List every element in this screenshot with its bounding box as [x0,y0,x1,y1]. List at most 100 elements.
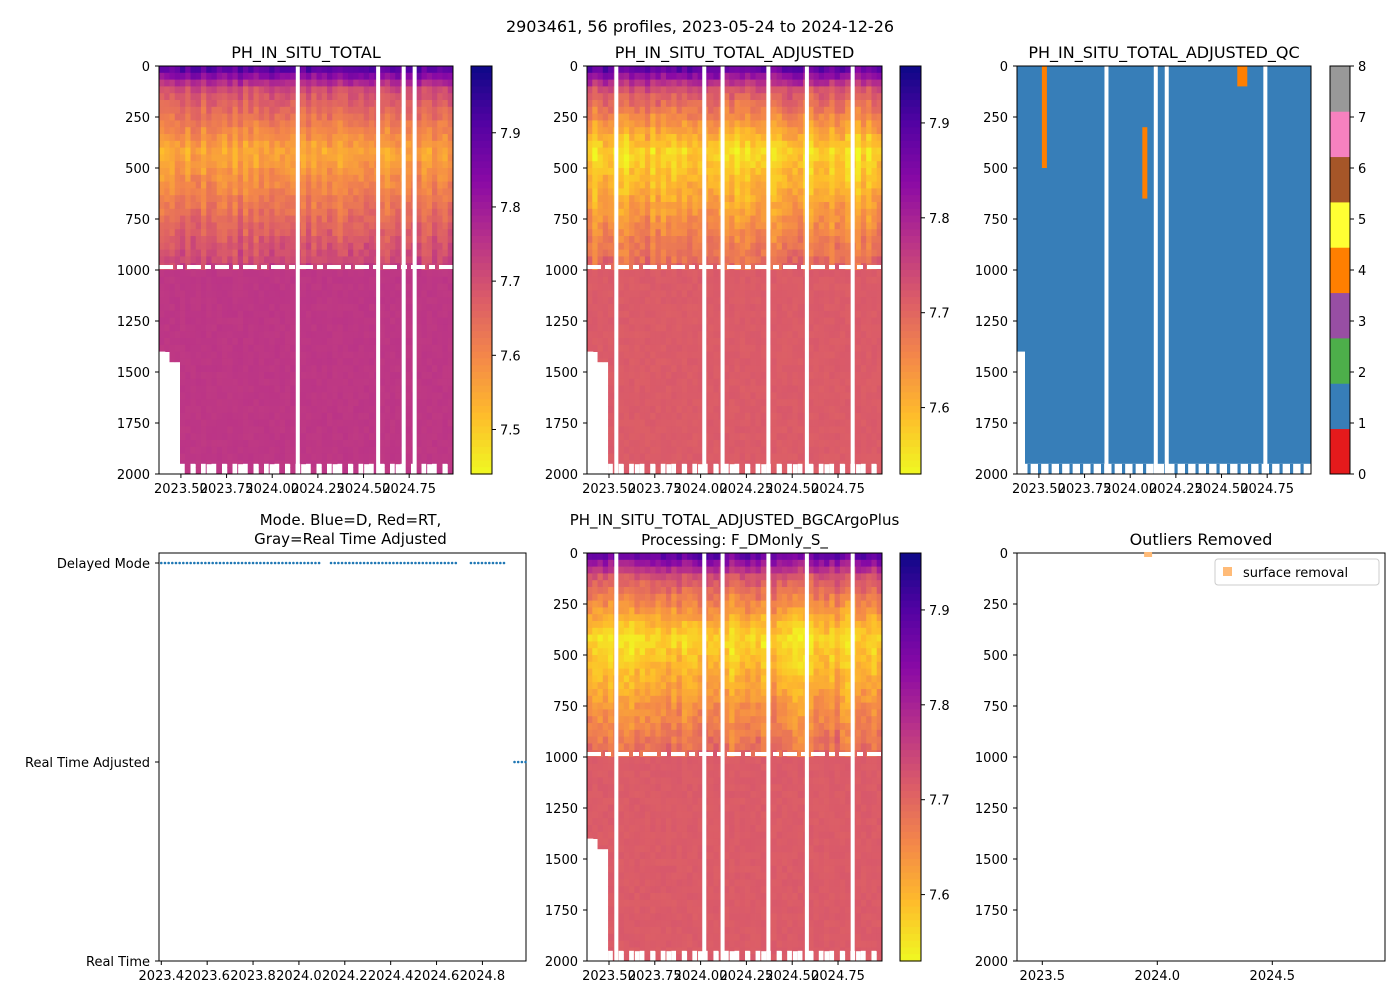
heatmap-cell [655,242,662,250]
heatmap-cell [650,406,656,414]
heatmap-cell [227,310,233,318]
heatmap-cell [206,276,212,284]
heatmap-cell [363,181,370,189]
heatmap-cell [258,412,265,420]
heatmap-cell [159,344,165,352]
heatmap-cell [432,113,438,121]
heatmap-cell [650,86,656,94]
heatmap-cell [405,134,412,142]
heatmap-cell [592,215,598,223]
heatmap-cell [253,310,260,318]
heatmap-cell [729,297,735,305]
heatmap-cell [390,113,396,121]
heatmap-cell [321,426,328,434]
heatmap-cell [227,446,233,454]
heatmap-cell [358,338,365,346]
heatmap-cell [222,324,228,332]
heatmap-cell [379,256,386,264]
heatmap-cell [666,378,672,386]
heatmap-cell [379,317,386,325]
heatmap-cell [697,378,704,386]
heatmap-cell [300,276,307,284]
heatmap-cell [300,174,307,182]
heatmap-cell [274,113,281,121]
heatmap-cell [243,66,249,74]
heatmap-cell [713,399,720,407]
heatmap-cell [321,79,328,87]
heatmap-cell [206,202,212,210]
heatmap-cell [195,338,202,346]
heatmap-cell [379,120,386,128]
heatmap-cell [644,304,651,312]
heatmap-cell [713,256,720,264]
heatmap-cell [222,358,228,366]
heatmap-cell [432,372,438,380]
heatmap-cell [697,106,704,114]
heatmap-cell [180,399,186,407]
heatmap-cell [426,229,433,237]
colorbar-segment [471,283,492,291]
heatmap-cell [232,365,239,373]
heatmap-cell [447,72,454,80]
heatmap-cell [274,236,281,244]
heatmap-cell [416,208,422,216]
heatmap-cell [723,283,730,291]
heatmap-cell [442,66,449,74]
heatmap-cell [432,188,438,196]
heatmap-cell [692,406,699,414]
heatmap-cell [358,433,365,441]
heatmap-cell [185,188,191,196]
heatmap-cell [279,93,286,101]
heatmap-cell [692,283,699,291]
heatmap-cell [185,310,191,318]
heatmap-cell [201,331,207,339]
heatmap-cell [264,79,270,87]
heatmap-cell [708,365,714,373]
heatmap-cell [216,453,223,461]
heatmap-cell [676,378,683,386]
heatmap-cell [206,324,212,332]
heatmap-cell [442,297,449,305]
heatmap-cell [644,399,651,407]
heatmap-cell [442,426,449,434]
heatmap-cell [243,372,249,380]
heatmap-cell [602,276,609,284]
heatmap-cell [327,242,333,250]
heatmap-cell [216,460,223,468]
heatmap-cell [300,392,307,400]
heatmap-cell [644,72,651,80]
heatmap-cell [253,256,260,264]
heatmap-cell [164,168,170,176]
heatmap-cell [432,440,438,448]
heatmap-cell [180,378,186,386]
heatmap-cell [447,154,454,162]
heatmap-cell [602,344,609,352]
heatmap-cell [671,134,677,142]
heatmap-cell [285,365,291,373]
heatmap-cell [639,147,646,155]
heatmap-cell [211,168,218,176]
heatmap-cell [327,113,333,121]
heatmap-cell [708,270,714,278]
heatmap-cell [327,385,333,393]
heatmap-cell [337,283,344,291]
heatmap-cell [164,338,170,346]
heatmap-cell [316,222,323,230]
heatmap-cell [650,195,656,203]
heatmap-cell [190,236,197,244]
heatmap-cell [285,406,291,414]
heatmap-cell [723,161,730,169]
heatmap-cell [634,256,641,264]
heatmap-cell [232,419,239,427]
heatmap-cell [348,460,354,465]
heatmap-cell [666,440,672,448]
heatmap-cell [634,378,641,386]
heatmap-cell [348,134,354,142]
heatmap-cell [655,134,662,142]
heatmap-cell [697,365,704,373]
heatmap-cell [300,446,307,454]
heatmap-cell [671,433,677,441]
heatmap-cell [426,310,433,318]
heatmap-cell [447,344,454,352]
heatmap-cell [602,86,609,94]
